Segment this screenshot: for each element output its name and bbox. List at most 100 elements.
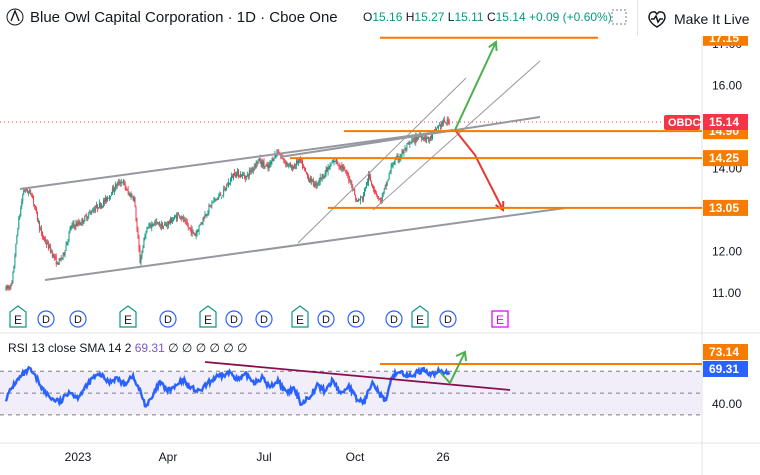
candle-body — [140, 257, 142, 265]
dividend-marker — [69, 310, 87, 328]
candle-body — [253, 166, 255, 169]
candle-body — [238, 170, 239, 177]
candle-body — [390, 165, 392, 172]
candle-body — [142, 248, 144, 251]
candle-body — [29, 190, 31, 191]
candle-body — [84, 215, 86, 221]
symbol-badge: OBDC — [664, 115, 700, 130]
candle-body — [148, 226, 150, 228]
candle-body — [370, 176, 371, 182]
candlestick-series — [5, 116, 450, 291]
candle-body — [431, 135, 432, 138]
candle-body — [323, 176, 325, 178]
candle-body — [407, 143, 409, 145]
candle-body — [386, 180, 388, 186]
candle-body — [319, 176, 321, 183]
dividend-marker — [317, 310, 335, 328]
candle-body — [34, 204, 36, 206]
candle-body — [304, 166, 305, 169]
candle-body — [434, 129, 435, 131]
candle-body — [63, 252, 65, 255]
make-it-live-label: Make It Live — [674, 11, 750, 27]
candle-body — [241, 174, 243, 176]
candle-body — [233, 173, 234, 179]
make-it-live-button[interactable]: Make It Live — [637, 0, 760, 36]
earnings-marker-label: E — [124, 313, 132, 327]
candle-body — [251, 169, 253, 171]
candle-body — [21, 201, 23, 207]
candle-body — [163, 226, 165, 228]
candle-body — [442, 120, 444, 126]
candle-body — [437, 125, 439, 128]
candle-body — [176, 214, 178, 219]
candle-body — [128, 193, 130, 195]
rsi-level-tag-text: 73.14 — [709, 345, 739, 359]
rsi-value-tag-text: 69.31 — [709, 362, 739, 376]
candle-body — [385, 184, 387, 187]
candle-body — [254, 165, 256, 167]
price-axis: 11.0012.0013.0014.0015.0016.0017.0017.15… — [664, 29, 748, 300]
candle-body — [7, 287, 9, 289]
candle-body — [394, 159, 396, 164]
dividend-marker — [225, 310, 243, 328]
candle-body — [46, 242, 48, 244]
candle-body — [329, 164, 331, 169]
symbol-title[interactable]: Blue Owl Capital Corporation · 1D · Cboe… — [30, 9, 338, 26]
candle-body — [199, 224, 201, 225]
candle-body — [78, 221, 80, 224]
candle-body — [50, 251, 52, 253]
candle-body — [217, 197, 219, 200]
candle-body — [68, 232, 70, 240]
candle-body — [110, 194, 112, 196]
candle-body — [26, 189, 28, 192]
candle-body — [405, 147, 407, 150]
earnings-marker — [291, 305, 309, 328]
candle-body — [347, 173, 349, 176]
candle-body — [244, 175, 246, 180]
candle-body — [249, 170, 251, 173]
rsi-trendline — [204, 361, 511, 391]
candle-body — [287, 162, 289, 166]
candle-body — [432, 133, 433, 139]
level-price-tag: 14.25 — [703, 150, 748, 167]
candle-body — [9, 287, 11, 289]
candle-body — [364, 188, 365, 196]
candle-body — [416, 135, 418, 140]
candle-body — [44, 238, 46, 243]
candle-body — [271, 158, 273, 163]
candle-body — [425, 138, 427, 140]
candle-body — [250, 169, 252, 172]
dividend-marker — [385, 310, 403, 328]
candle-body — [107, 197, 109, 199]
candle-body — [108, 195, 110, 199]
candle-body — [330, 164, 332, 166]
candle-body — [56, 261, 58, 265]
candle-body — [18, 217, 20, 229]
candle-body — [134, 197, 136, 207]
candle-body — [96, 204, 98, 208]
time-axis: 2023 Apr Jul Oct 26 — [65, 450, 450, 464]
candle-body — [224, 187, 226, 189]
candle-body — [221, 196, 223, 198]
earnings-marker — [411, 305, 429, 328]
rsi-value-tag: 69.31 — [703, 361, 748, 377]
future-earnings-marker — [491, 310, 509, 328]
candle-body — [320, 177, 322, 180]
candle-body — [8, 286, 10, 289]
candle-body — [103, 200, 104, 206]
candle-body — [22, 195, 24, 202]
candle-body — [322, 173, 324, 178]
candle-body — [211, 202, 213, 206]
candle-body — [72, 223, 74, 225]
rsi-name[interactable]: RSI 13 close SMA 14 2 — [8, 341, 132, 355]
candle-body — [243, 175, 245, 177]
candle-body — [129, 193, 131, 197]
candle-body — [125, 187, 127, 190]
price-tick-label: 16.00 — [712, 79, 742, 93]
candle-body — [270, 162, 272, 164]
candle-body — [426, 137, 428, 141]
candle-body — [41, 228, 42, 233]
candle-body — [53, 253, 55, 259]
future-earnings-marker-label: E — [496, 313, 504, 327]
